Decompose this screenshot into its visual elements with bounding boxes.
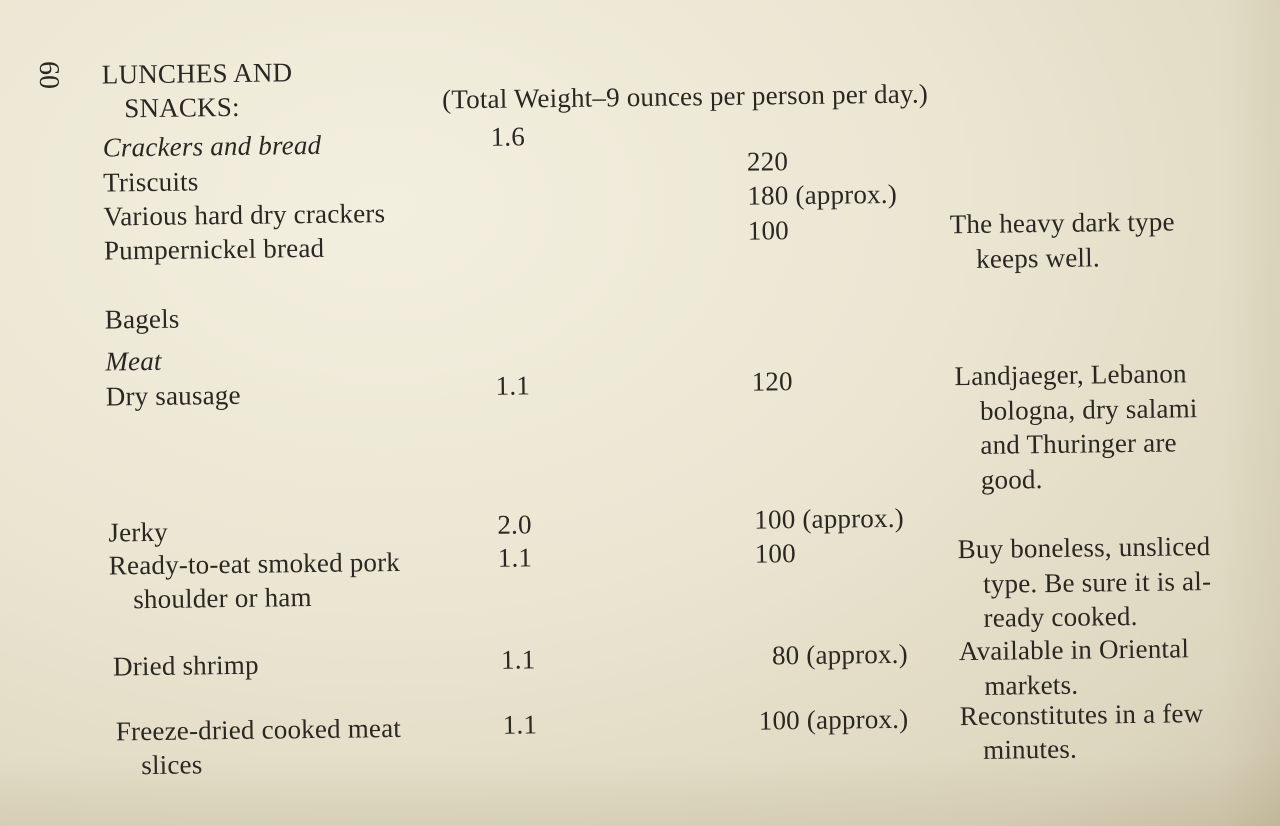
- count-hard-crackers: 180 (approx.): [747, 178, 898, 211]
- item-bagels: Bagels: [104, 303, 180, 335]
- item-smoked-pork-line2: shoulder or ham: [133, 582, 312, 615]
- note-dry-sausage-line1: Landjaeger, Lebanon: [954, 358, 1187, 392]
- note-dry-sausage-line3: and Thuringer are: [980, 427, 1177, 460]
- note-smoked-pork-line3: ready cooked.: [983, 600, 1138, 633]
- item-triscuits: Triscuits: [102, 166, 199, 198]
- count-freeze-dried: 100 (approx.): [758, 703, 909, 736]
- note-freeze-dried-line1: Reconstitutes in a few: [959, 698, 1204, 732]
- note-dried-shrimp-line1: Available in Oriental: [958, 633, 1190, 667]
- weight-dried-shrimp: 1.1: [500, 644, 536, 675]
- note-dry-sausage-line4: good.: [980, 464, 1043, 495]
- item-smoked-pork-line1: Ready-to-eat smoked pork: [108, 546, 401, 581]
- item-freeze-dried-line2: slices: [141, 749, 203, 781]
- item-hard-crackers: Various hard dry crackers: [103, 198, 386, 232]
- note-pumpernickel-line2: keeps well.: [975, 242, 1100, 274]
- item-freeze-dried-line1: Freeze-dried cooked meat: [115, 712, 402, 747]
- weight-jerky: 2.0: [497, 509, 532, 540]
- weight-crackers-bread: 1.6: [490, 121, 526, 152]
- section-title-line2: SNACKS:: [124, 91, 240, 124]
- weight-freeze-dried: 1.1: [502, 709, 538, 740]
- note-dry-sausage-line2: bologna, dry salami: [979, 393, 1198, 426]
- count-smoked-pork: 100: [754, 538, 797, 569]
- note-freeze-dried-line2: minutes.: [982, 733, 1078, 765]
- note-pumpernickel-line1: The heavy dark type: [949, 206, 1175, 240]
- category-meat: Meat: [105, 345, 162, 377]
- count-pumpernickel: 100: [747, 215, 790, 246]
- item-dried-shrimp: Dried shrimp: [112, 649, 259, 682]
- item-jerky: Jerky: [108, 516, 169, 548]
- item-pumpernickel: Pumpernickel bread: [103, 232, 325, 266]
- item-dry-sausage: Dry sausage: [105, 379, 241, 412]
- total-weight-note: (Total Weight–9 ounces per person per da…: [441, 78, 929, 115]
- note-smoked-pork-line2: type. Be sure it is al-: [982, 566, 1212, 599]
- count-dried-shrimp: 80 (approx.): [771, 638, 909, 671]
- count-dry-sausage: 120: [751, 366, 793, 397]
- category-crackers-bread: Crackers and bread: [102, 129, 322, 163]
- count-triscuits: 220: [746, 146, 789, 177]
- note-smoked-pork-line1: Buy boneless, unsliced: [957, 531, 1211, 565]
- section-title-line1: LUNCHES AND: [101, 57, 293, 90]
- count-jerky: 100 (approx.): [754, 502, 905, 535]
- weight-smoked-pork: 1.1: [497, 542, 533, 573]
- weight-dry-sausage: 1.1: [495, 370, 531, 401]
